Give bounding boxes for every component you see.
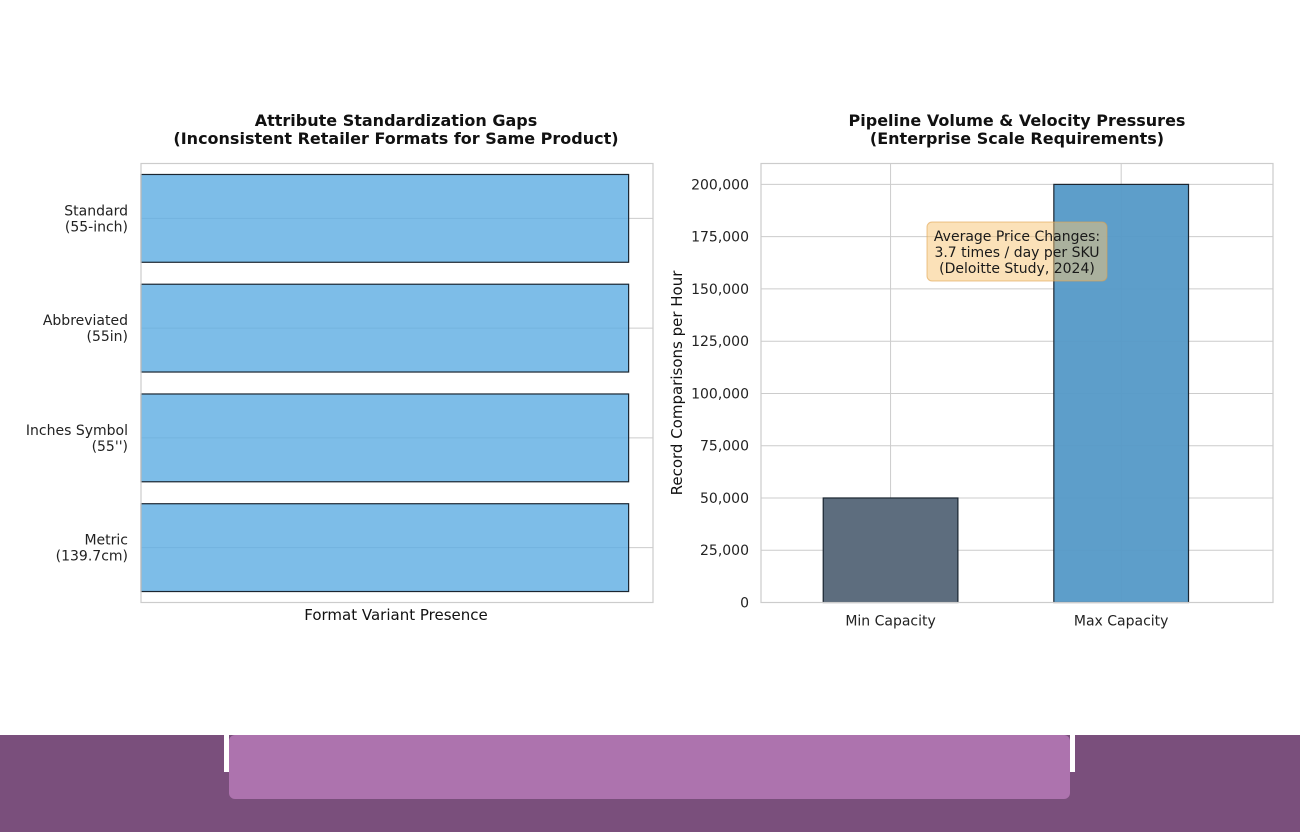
left-category-label: (55-inch)	[65, 219, 128, 235]
price-change-annotation: Average Price Changes: 3.7 times / day p…	[926, 221, 1108, 282]
annotation-line-3: (Deloitte Study, 2024)	[939, 261, 1095, 277]
right-y-tick-label: 200,000	[691, 177, 749, 193]
left-category-label: Inches Symbol	[26, 423, 128, 439]
right-bars	[822, 183, 1190, 604]
left-category-label: (55'')	[92, 439, 128, 455]
right-y-tick-label: 175,000	[691, 230, 749, 246]
left-bar	[140, 173, 630, 263]
right-x-tick-label: Max Capacity	[1074, 614, 1169, 630]
right-y-axis-label: Record Comparisons per Hour	[668, 270, 686, 496]
right-x-tick-labels: Min Capacity Max Capacity	[845, 614, 1168, 630]
right-x-tick-label: Min Capacity	[845, 614, 935, 630]
left-bar	[140, 503, 630, 593]
left-category-label: (55in)	[86, 329, 128, 345]
right-y-tick-labels: 0 25,000 50,000 75,000 100,000 125,000 150,000…	[691, 177, 749, 611]
charts-figure: Attribute Standardization Gaps (Inconsis…	[26, 111, 1274, 630]
right-y-tick-label: 50,000	[700, 491, 749, 507]
left-bar	[140, 283, 630, 373]
left-category-label: Metric	[84, 533, 128, 549]
left-category-label: Standard	[64, 203, 128, 219]
annotation-box	[926, 221, 1108, 282]
left-category-label: Abbreviated	[43, 313, 128, 329]
right-y-tick-label: 25,000	[700, 543, 749, 559]
left-x-axis-label: Format Variant Presence	[304, 606, 487, 624]
left-chart-title: Attribute Standardization Gaps	[255, 111, 538, 130]
left-bars	[140, 173, 630, 593]
left-category-label: (139.7cm)	[56, 549, 128, 565]
right-bar	[822, 497, 959, 604]
annotation-line-2: 3.7 times / day per SKU	[934, 245, 1099, 261]
right-y-tick-label: 150,000	[691, 282, 749, 298]
left-gridlines	[141, 217, 653, 549]
right-chart-subtitle: (Enterprise Scale Requirements)	[870, 129, 1164, 148]
right-y-tick-label: 75,000	[700, 439, 749, 455]
right-chart-title: Pipeline Volume & Velocity Pressures	[849, 111, 1186, 130]
right-y-tick-label: 100,000	[691, 386, 749, 402]
chart-left: Attribute Standardization Gaps (Inconsis…	[26, 111, 654, 624]
left-plot-frame	[140, 162, 654, 604]
left-tick-labels: Standard(55-inch) Abbreviated(55in) Inches…	[26, 203, 128, 564]
chart-right: Pipeline Volume & Velocity Pressures (En…	[668, 111, 1274, 630]
annotation-line-1: Average Price Changes:	[934, 229, 1100, 245]
footer-divider-right	[1070, 735, 1075, 772]
right-y-tick-label: 125,000	[691, 334, 749, 350]
right-y-tick-label: 0	[740, 596, 749, 612]
footer-panel	[229, 735, 1070, 799]
footer-divider-left	[224, 735, 229, 772]
left-bar	[140, 393, 630, 483]
left-chart-subtitle: (Inconsistent Retailer Formats for Same …	[173, 129, 618, 148]
right-plot-frame	[760, 162, 1274, 604]
